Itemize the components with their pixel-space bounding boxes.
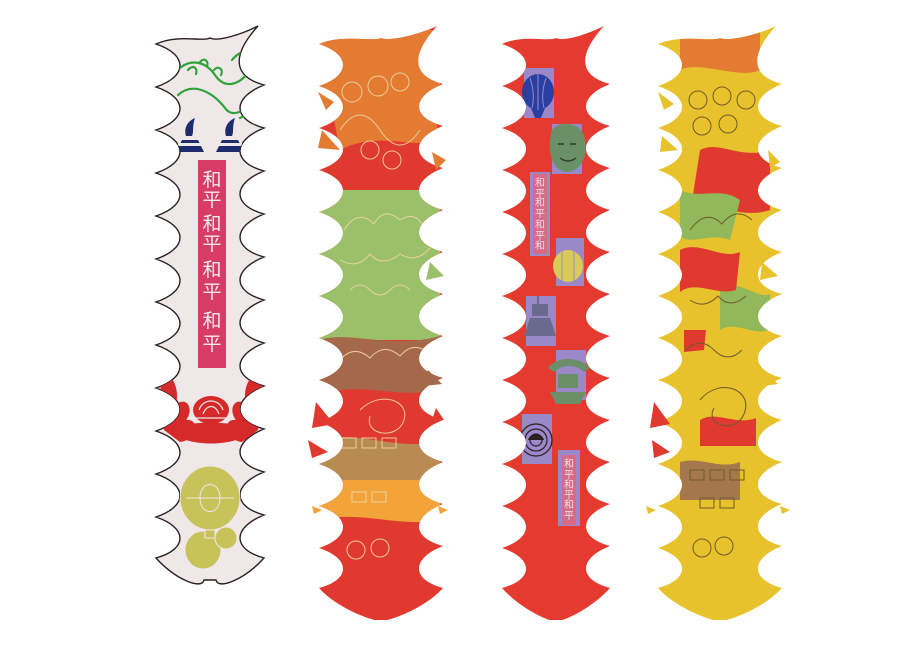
line-art-pattern: [339, 72, 431, 560]
lantern-icon: [553, 250, 583, 282]
plaque-char: 平: [535, 189, 545, 200]
banner-yellow-camouflage: [646, 26, 790, 620]
text-plaque: [198, 160, 226, 368]
plaque-char: 和: [535, 219, 545, 231]
plaque-char: 平: [535, 231, 545, 242]
lotus-twin-dragon-icon: [160, 376, 262, 456]
fragment-shards: [646, 92, 790, 514]
plaque-text-lower: 和 平 和 平 和 平: [564, 458, 574, 522]
plaque-char: 平: [202, 333, 221, 355]
plaque-char: 和: [564, 479, 574, 491]
plaque-char: 和: [535, 177, 545, 189]
plaque-char: 平: [202, 189, 221, 211]
plaque-char: 和: [202, 310, 221, 332]
plaque-char: 和: [202, 259, 221, 281]
text-plaque: [533, 174, 547, 254]
plaque-char: 和: [202, 169, 221, 191]
plaque-char: 和: [564, 458, 574, 470]
plaque-char: 和: [202, 213, 221, 235]
pagoda-icon: [548, 359, 590, 404]
plaque-char: 平: [202, 233, 221, 255]
text-plaque-lower: [562, 455, 576, 525]
ink-pot-icon: [524, 296, 556, 336]
plaque-char: 和: [535, 240, 545, 252]
plaque-text: 和 平 和 平 和 平 和 平: [202, 169, 221, 355]
hot-air-balloon-icon: [522, 74, 554, 118]
plaque-char: 和: [564, 499, 574, 511]
fragment-shards: [308, 92, 448, 514]
plaque-char: 平: [564, 470, 574, 481]
lantern-icon: [179, 465, 241, 570]
banner-orange-green-camouflage: [308, 26, 448, 620]
banner-white: 和 平 和 平 和 平 和 平: [153, 25, 267, 585]
line-art-pattern: [685, 86, 756, 558]
face-icon: [549, 123, 586, 172]
banner-red-icons: 和 平 和 平 和 平 和: [502, 26, 610, 620]
ink-pot-icon: [176, 118, 244, 152]
plaque-char: 和: [535, 197, 545, 209]
plaque-text: 和 平 和 平 和 平 和: [535, 177, 545, 252]
plaque-char: 平: [564, 490, 574, 501]
plaque-char: 平: [564, 511, 574, 522]
plaque-char: 平: [202, 281, 221, 303]
plaque-char: 平: [535, 209, 545, 220]
